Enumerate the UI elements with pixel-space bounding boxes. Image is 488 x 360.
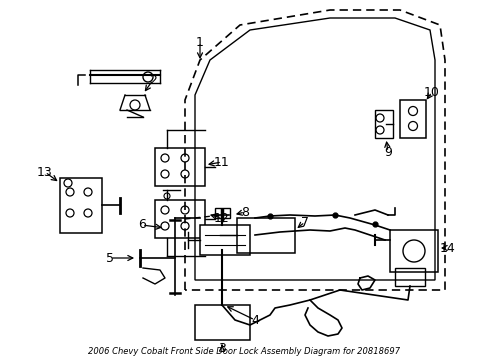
Text: 12: 12 bbox=[214, 211, 229, 225]
Text: 5: 5 bbox=[106, 252, 114, 265]
Text: 8: 8 bbox=[241, 206, 248, 219]
Text: 1: 1 bbox=[196, 36, 203, 49]
Bar bbox=[215, 208, 229, 218]
Text: 4: 4 bbox=[250, 314, 259, 327]
Bar bbox=[399, 100, 425, 138]
Text: 14: 14 bbox=[439, 242, 455, 255]
Bar bbox=[389, 230, 437, 272]
Text: 2: 2 bbox=[149, 73, 157, 86]
Bar bbox=[200, 225, 249, 255]
Text: 6: 6 bbox=[138, 219, 145, 231]
Bar bbox=[374, 110, 392, 138]
Bar bbox=[237, 218, 294, 253]
Text: 10: 10 bbox=[423, 85, 439, 99]
Text: 3: 3 bbox=[218, 342, 225, 355]
Bar bbox=[155, 200, 204, 238]
Text: 11: 11 bbox=[214, 156, 229, 168]
Text: 7: 7 bbox=[301, 216, 308, 229]
Bar bbox=[155, 148, 204, 186]
Text: 2006 Chevy Cobalt Front Side Door Lock Assembly Diagram for 20818697: 2006 Chevy Cobalt Front Side Door Lock A… bbox=[88, 347, 400, 356]
Text: 9: 9 bbox=[383, 145, 391, 158]
Bar bbox=[394, 268, 424, 286]
Text: 13: 13 bbox=[37, 166, 53, 179]
Bar bbox=[60, 178, 102, 233]
Bar bbox=[195, 305, 249, 340]
